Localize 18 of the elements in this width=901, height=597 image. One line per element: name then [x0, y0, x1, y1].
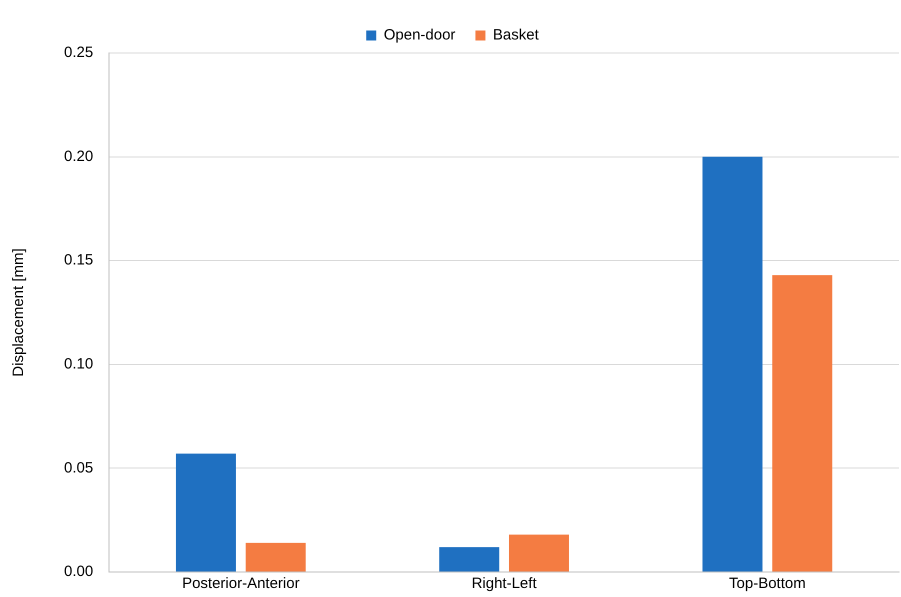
y-tick-label: 0.00 — [64, 563, 94, 580]
x-tick-label: Posterior-Anterior — [182, 575, 300, 592]
bar — [439, 547, 500, 572]
y-tick-label: 0.05 — [64, 459, 94, 476]
bar — [702, 156, 762, 572]
y-axis-title: Displacement [mm] — [10, 248, 28, 377]
bar — [508, 534, 569, 572]
x-tick-label: Top-Bottom — [729, 575, 806, 592]
y-tick-label: 0.25 — [64, 44, 94, 62]
bar — [246, 542, 306, 572]
legend-label: Basket — [492, 26, 540, 44]
y-tick-label: 0.15 — [64, 252, 94, 269]
x-tick-label: Right-Left — [472, 575, 538, 592]
y-tick-label: 0.10 — [64, 356, 94, 373]
bar — [772, 275, 832, 572]
bar — [176, 454, 236, 572]
y-tick-label: 0.20 — [64, 148, 94, 165]
legend-label: Open-door — [384, 26, 456, 44]
